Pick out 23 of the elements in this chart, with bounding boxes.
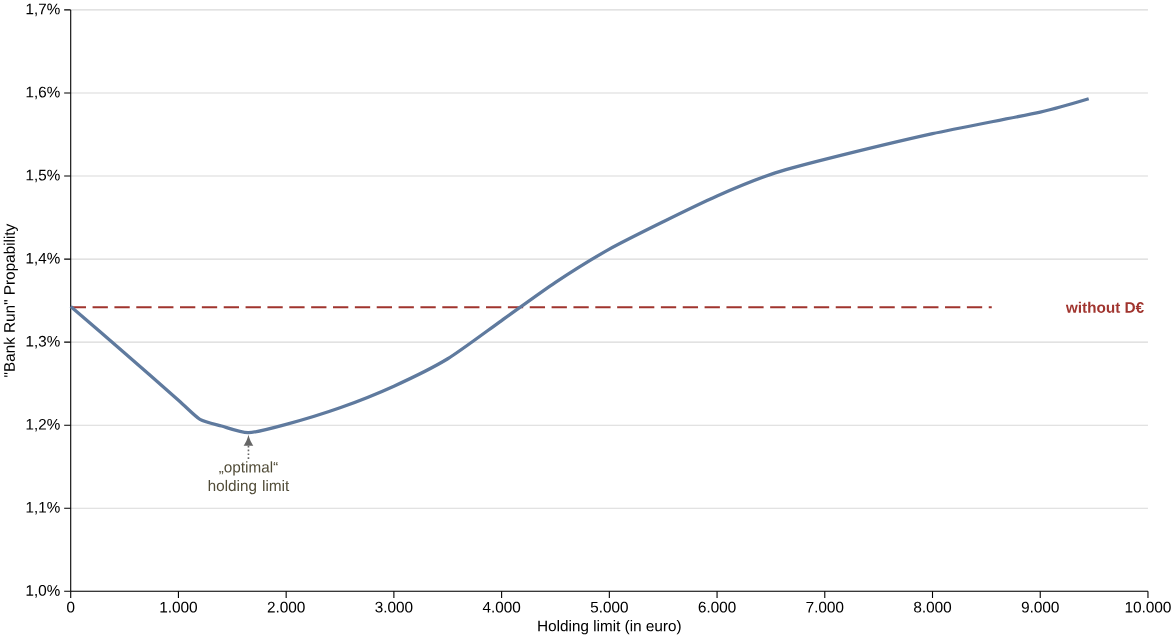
x-tick-label: 2.000 [267,601,305,613]
x-tick-label: 4.000 [482,601,521,613]
x-tick-label: 7.000 [806,601,844,613]
x-tick-label: 6.000 [698,601,736,613]
y-axis-title: "Bank Run" Propability [3,223,18,377]
x-tick-label: 8.000 [914,601,952,613]
x-tick-label: 3.000 [375,601,413,613]
y-tick-label: 1,7% [26,3,60,17]
y-tick-label: 1,4% [26,252,60,266]
x-tick-label: 0 [67,601,75,613]
annotation: „optimal“ holding limit [208,461,290,495]
y-tick-label: 1,2% [26,418,60,432]
x-tick-label: 9.000 [1021,601,1059,613]
x-tick-label: 1.000 [160,601,197,613]
x-tick-label: 10.000 [1125,601,1171,613]
y-tick-label: 1,3% [26,335,60,349]
y-tick-label: 1,5% [26,169,60,183]
x-axis-title: Holding limit (in euro) [538,620,681,635]
y-tick-label: 1,1% [26,501,60,515]
ref-line-label: without D€ [1065,301,1144,313]
y-tick-label: 1,0% [26,584,60,598]
x-tick-label: 5.000 [590,601,628,613]
y-tick-label: 1,6% [26,86,60,100]
